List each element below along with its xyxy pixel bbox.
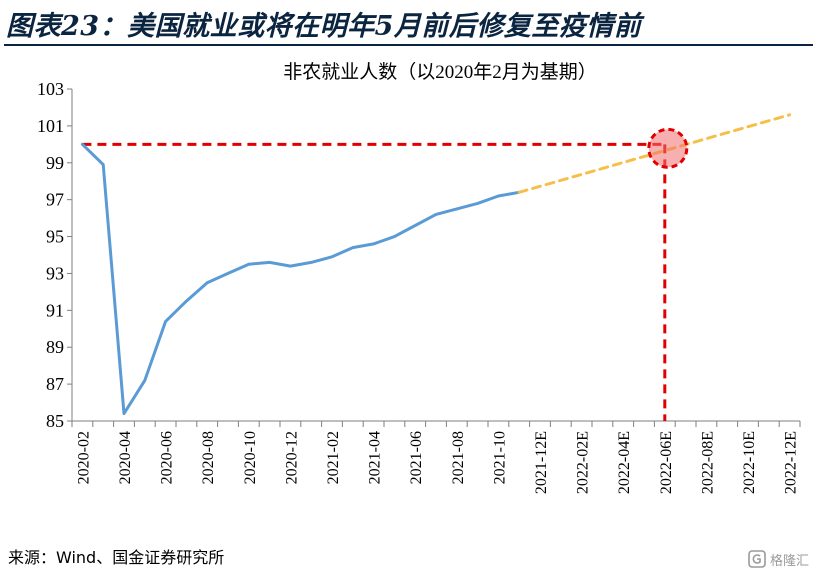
source-note: 来源：Wind、国金证券研究所 bbox=[8, 548, 225, 567]
x-tick-label: 2022-04E bbox=[616, 431, 633, 494]
x-tick-label: 2020-02 bbox=[75, 431, 92, 484]
y-tick-label: 99 bbox=[46, 153, 64, 173]
x-tick-label: 2021-04 bbox=[367, 431, 384, 484]
x-tick-label: 2020-08 bbox=[200, 431, 217, 484]
x-tick-label: 2021-06 bbox=[408, 431, 425, 484]
data-point-actual bbox=[143, 379, 146, 382]
y-tick-label: 87 bbox=[46, 374, 64, 394]
x-tick-label: 2021-12E bbox=[533, 431, 550, 494]
x-tick-label: 2020-12 bbox=[283, 431, 300, 484]
figure-title: 图表23：美国就业或将在明年5月前后修复至疫情前 bbox=[6, 11, 642, 42]
x-tick-label: 2021-08 bbox=[450, 431, 467, 484]
series-line-actual bbox=[80, 142, 521, 416]
data-point-actual bbox=[330, 255, 334, 259]
x-tick-label: 2022-02E bbox=[575, 431, 592, 494]
data-point-actual bbox=[122, 412, 126, 415]
data-point-actual bbox=[185, 299, 188, 303]
data-point-forecast bbox=[788, 113, 791, 117]
x-tick-label: 2022-12E bbox=[783, 431, 800, 494]
watermark: 格隆汇 bbox=[748, 549, 809, 569]
y-tick-label: 101 bbox=[37, 116, 64, 136]
data-point-actual bbox=[164, 320, 167, 323]
data-point-actual bbox=[226, 272, 230, 275]
data-point-actual bbox=[81, 143, 84, 146]
data-point-actual bbox=[455, 207, 458, 211]
y-tick-label: 85 bbox=[46, 411, 64, 431]
chart-title: 非农就业人数（以2020年2月为基期） bbox=[283, 61, 597, 83]
x-tick-label: 2021-10 bbox=[491, 431, 508, 484]
data-point-actual bbox=[372, 242, 375, 246]
x-tick-label: 2022-08E bbox=[699, 431, 716, 494]
data-point-actual bbox=[247, 263, 250, 266]
x-tick-label: 2022-10E bbox=[741, 431, 758, 494]
data-point-actual bbox=[102, 163, 105, 166]
data-point-actual bbox=[206, 281, 209, 284]
line-chart: 非农就业人数（以2020年2月为基期） 85 87 89 91 93 95 97 99 101 1… bbox=[37, 61, 801, 494]
y-tick-label: 91 bbox=[46, 300, 64, 320]
y-tick-label: 97 bbox=[46, 190, 64, 210]
data-point-actual bbox=[393, 235, 396, 238]
data-point-actual bbox=[414, 224, 417, 227]
x-tick-label: 2022-06E bbox=[658, 431, 675, 494]
data-point-actual bbox=[497, 194, 500, 198]
x-tick-label: 2020-10 bbox=[242, 431, 259, 484]
data-point-actual bbox=[351, 246, 354, 249]
x-tick-label: 2020-04 bbox=[117, 431, 134, 484]
x-tick-label: 2020-06 bbox=[159, 431, 176, 484]
watermark-logo-icon bbox=[748, 550, 766, 568]
y-tick-label: 103 bbox=[37, 79, 64, 99]
data-point-actual bbox=[268, 261, 271, 264]
watermark-text: 格隆汇 bbox=[769, 553, 809, 569]
y-tick-label: 95 bbox=[46, 227, 64, 247]
data-point-forecast bbox=[518, 191, 521, 194]
x-tick-label: 2021-02 bbox=[325, 431, 342, 484]
recovery-highlight-marker bbox=[647, 127, 689, 169]
data-point-actual bbox=[289, 264, 292, 268]
data-point-actual bbox=[310, 261, 313, 264]
data-point-actual bbox=[476, 202, 479, 205]
chart-container: 非农就业人数（以2020年2月为基期） 85 87 89 91 93 95 97 99 101 1… bbox=[0, 48, 817, 540]
title-divider bbox=[4, 44, 813, 46]
y-tick-label: 89 bbox=[46, 337, 64, 357]
y-tick-label: 93 bbox=[46, 263, 64, 283]
data-point-actual bbox=[434, 213, 438, 216]
